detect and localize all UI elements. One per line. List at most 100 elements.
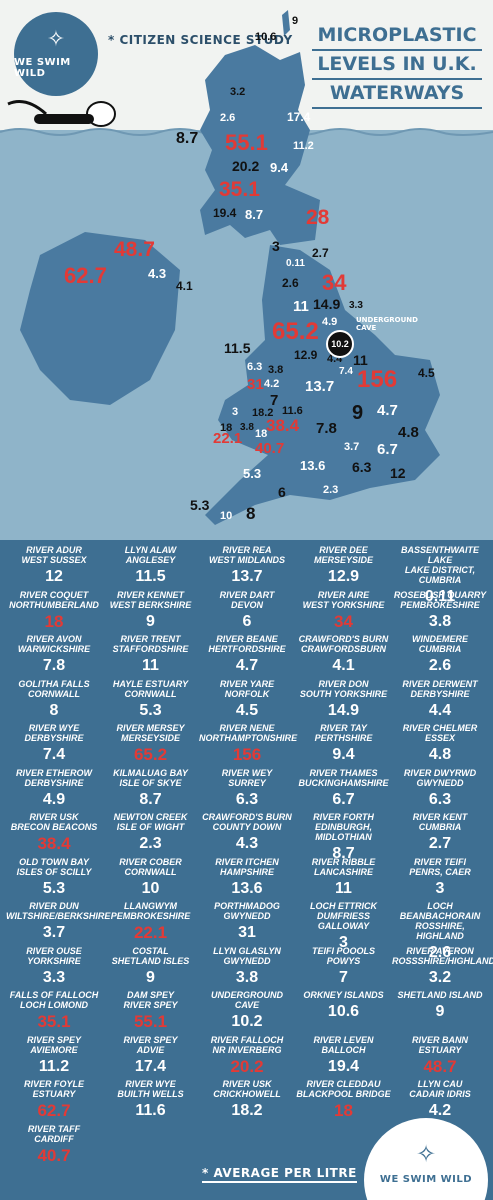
- map-value: 4.3: [148, 266, 167, 281]
- site-name: RIVER DON: [318, 678, 369, 689]
- site-name: RIVER DWYRWD: [403, 767, 477, 778]
- site-location: CUMBRIA: [418, 822, 462, 832]
- site-location: NORTHUMBERLAND: [9, 599, 99, 610]
- map-value: 55.1: [225, 130, 268, 155]
- site-value: 35.1: [37, 1012, 71, 1031]
- map-value: 12.9: [294, 348, 318, 362]
- site-name: FALLS OF FALLOCH: [9, 990, 99, 1000]
- site-value: 11.2: [38, 1057, 70, 1075]
- site-name: RIVER DUN: [29, 901, 79, 911]
- site-entry: TEIFI POOOLS POWYS 7: [296, 946, 392, 987]
- site-location: ROSSHIRE, HIGHLAND: [415, 921, 465, 941]
- map-value: 4.7: [377, 402, 398, 419]
- site-entry: RIVER USK CRICKHOWELL 18.2: [199, 1079, 295, 1120]
- site-value: 3.7: [42, 924, 66, 941]
- map-value: 14.9: [313, 296, 341, 312]
- site-location: LAKE DISTRICT, CUMBRIA: [404, 565, 476, 585]
- site-location: CORNWALL: [28, 688, 80, 699]
- site-entry: CRAWFORD'S BURN CRAWFORDSBURN 4.1: [296, 634, 392, 675]
- site-value: 13.6: [231, 879, 263, 897]
- site-location: PEMBROKESHIRE: [400, 599, 480, 610]
- site-location: CRICKHOWELL: [213, 1089, 281, 1099]
- map-value: 22.1: [213, 430, 243, 447]
- site-location: CUMBRIA: [418, 644, 462, 654]
- map-value: 4.1: [176, 279, 193, 293]
- map-value: 2.3: [323, 484, 339, 496]
- map-value: 3.8: [268, 364, 284, 376]
- sites-panel: [0, 540, 493, 1200]
- site-value: 13.7: [231, 568, 263, 585]
- site-location: DUMFRIESS GALLOWAY: [316, 911, 370, 931]
- site-entry: RIVER LEVEN BALLOCH 19.4: [296, 1035, 392, 1076]
- site-entry: RIVER DWYRWD GWYNEDD 6.3: [392, 768, 488, 809]
- site-value: 4.8: [428, 746, 452, 763]
- site-entry: KILMALUAG BAY ISLE OF SKYE 8.7: [103, 768, 199, 809]
- site-value: 5.3: [139, 701, 162, 719]
- site-entry: RIVER FORTH EDINBURGH, MIDLOTHIAN 8.7: [296, 812, 392, 863]
- site-value: 3.8: [235, 968, 259, 986]
- map-value: 11.2: [293, 140, 314, 152]
- site-entry: RIVER ETHEROW DERBYSHIRE 4.9: [6, 768, 102, 809]
- site-location: SOUTH YORKSHIRE: [299, 688, 388, 699]
- site-location: BALLOCH: [321, 1044, 366, 1055]
- site-entry: RIVER WYE BUILTH WELLS 11.6: [103, 1079, 199, 1120]
- site-location: ADVIE: [136, 1044, 165, 1055]
- site-name: LLYN ALAW: [124, 545, 177, 555]
- shetland-shape: [282, 10, 290, 36]
- site-name: RIVER TAY: [320, 723, 367, 733]
- site-location: CADAIR IDRIS: [409, 1089, 471, 1099]
- site-entry: RIVER AIRE WEST YORKSHIRE 34: [296, 590, 392, 631]
- site-value: 11.5: [135, 568, 166, 585]
- site-value: 4.4: [428, 701, 452, 719]
- map-value: 38.4: [266, 416, 300, 435]
- site-name: RIVER TAFF: [27, 1123, 81, 1134]
- site-entry: RIVER WEY SURREY 6.3: [199, 768, 295, 809]
- site-entry: LLYN GLASLYN GWYNEDD 3.8: [199, 946, 295, 987]
- page-title: MICROPLASTIC LEVELS IN U.K. WATERWAYS: [312, 22, 482, 109]
- map-value: 6.3: [247, 361, 263, 373]
- site-name: RIVER RIBBLE: [311, 856, 376, 867]
- site-value: 17.4: [134, 1057, 167, 1075]
- site-location: ISLE OF SKYE: [119, 777, 182, 788]
- site-name: RIVER AVON: [26, 634, 82, 644]
- site-entry: RIVER TAY PERTHSHIRE 9.4: [296, 723, 392, 764]
- site-entry: WINDEMERE CUMBRIA 2.6: [392, 634, 488, 675]
- site-value: 18: [334, 1101, 353, 1120]
- map-value: 6.7: [377, 441, 398, 458]
- site-entry: RIVER CHELMER ESSEX 4.8: [392, 723, 488, 764]
- site-value: 11: [335, 879, 352, 897]
- site-location: CARDIFF: [34, 1133, 74, 1144]
- site-value: 8.7: [332, 845, 355, 862]
- site-entry: RIVER MERSEY MERSEYSIDE 65.2: [103, 723, 199, 764]
- site-location: PEMBROKESHIRE: [110, 911, 191, 921]
- site-entry: ROSEBUSH QUARRY PEMBROKESHIRE 3.8: [392, 590, 488, 631]
- site-location: ANGLESEY: [125, 555, 176, 565]
- map-value: 8.7: [245, 207, 264, 222]
- site-entry: RIVER AVON WARWICKSHIRE 7.8: [6, 634, 102, 675]
- map-value: 6.3: [352, 459, 372, 475]
- site-name: GOLITHA FALLS: [18, 678, 90, 689]
- map-value: 62.7: [64, 263, 107, 288]
- site-entry: LOCH BEANBACHORAIN ROSSHIRE, HIGHLAND 2.6: [392, 901, 488, 962]
- site-name: ORKNEY ISLANDS: [303, 990, 384, 1000]
- site-value: 8: [49, 701, 59, 719]
- site-entry: OLD TOWN BAY ISLES OF SCILLY 5.3: [6, 857, 102, 898]
- site-name: RIVER FALLOCH: [210, 1034, 284, 1045]
- whale-tail-icon: ✧: [415, 1140, 437, 1168]
- map-value: 9: [352, 402, 364, 424]
- site-location: RIVER SPEY: [123, 1000, 178, 1010]
- site-entry: PORTHMADOG GWYNEDD 31: [199, 901, 295, 942]
- site-location: ESTUARY: [32, 1089, 76, 1099]
- site-value: 7: [339, 968, 348, 986]
- site-location: LOCH LOMOND: [20, 1000, 88, 1010]
- map-value: 10: [220, 510, 233, 522]
- site-name: OLD TOWN BAY: [19, 856, 89, 867]
- site-location: POWYS: [326, 955, 361, 966]
- site-location: ISLES OF SCILLY: [16, 866, 92, 877]
- underground-cave-marker: 10.2: [326, 330, 354, 358]
- site-name: RIVER MERSEY: [116, 723, 185, 733]
- site-value: 9: [146, 612, 155, 630]
- site-location: WEST BERKSHIRE: [109, 599, 192, 610]
- map-value: 18: [255, 428, 268, 440]
